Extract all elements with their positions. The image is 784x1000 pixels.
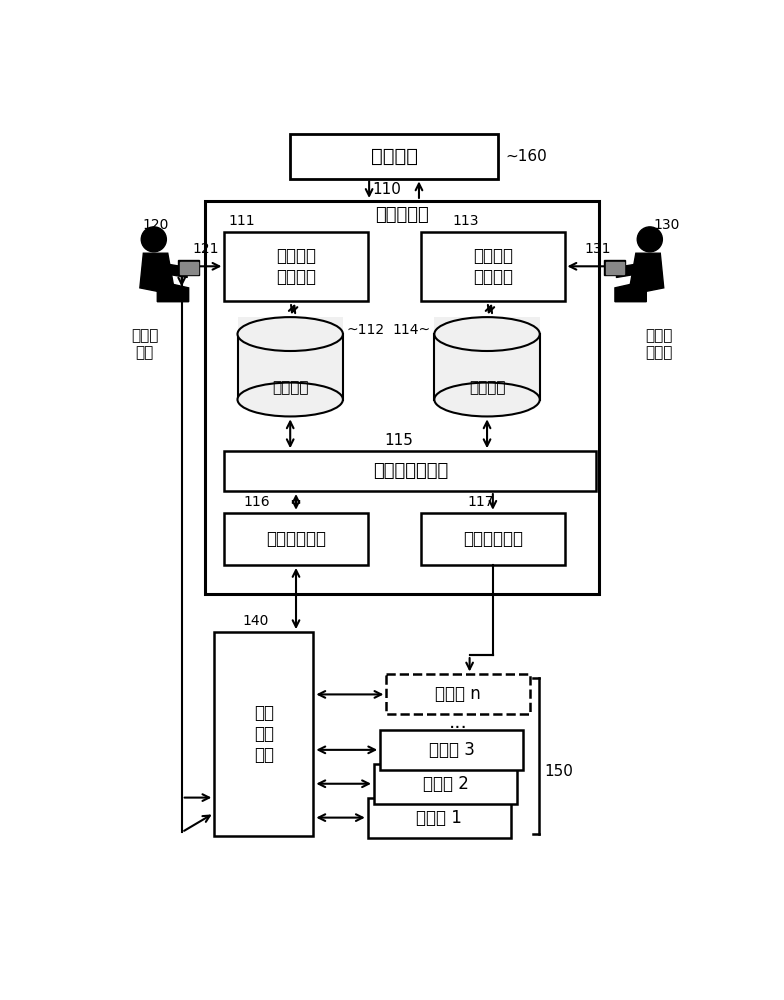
Bar xyxy=(214,632,314,836)
Bar xyxy=(421,232,564,301)
Text: ~112: ~112 xyxy=(347,323,385,337)
Circle shape xyxy=(637,227,662,252)
Text: 访问管理单元: 访问管理单元 xyxy=(266,530,326,548)
Text: 115: 115 xyxy=(384,433,413,448)
Polygon shape xyxy=(616,264,639,277)
Text: 传感器
提供商: 传感器 提供商 xyxy=(645,328,673,360)
Text: 传感器 1: 传感器 1 xyxy=(416,809,463,827)
Ellipse shape xyxy=(238,317,343,351)
Text: 114~: 114~ xyxy=(392,323,430,337)
Text: 传感器 n: 传感器 n xyxy=(435,685,481,703)
Text: 访问
控制
单元: 访问 控制 单元 xyxy=(254,704,274,764)
Bar xyxy=(387,674,530,714)
Text: 131: 131 xyxy=(585,242,611,256)
Circle shape xyxy=(141,227,166,252)
Bar xyxy=(238,317,343,334)
Polygon shape xyxy=(630,253,664,291)
Text: 117: 117 xyxy=(468,495,494,509)
Bar xyxy=(368,798,511,838)
Bar xyxy=(380,730,524,770)
Bar xyxy=(180,262,198,274)
Ellipse shape xyxy=(238,383,343,416)
Text: 传感器 2: 传感器 2 xyxy=(423,775,469,793)
Bar xyxy=(224,232,368,301)
Text: 120: 120 xyxy=(142,218,169,232)
Text: 传感器 3: 传感器 3 xyxy=(429,741,475,759)
Text: 121: 121 xyxy=(193,242,219,256)
Bar xyxy=(434,317,539,334)
Ellipse shape xyxy=(434,383,539,416)
Bar xyxy=(178,260,199,275)
Text: 管理服务器: 管理服务器 xyxy=(375,206,429,224)
Ellipse shape xyxy=(434,317,539,351)
Text: 116: 116 xyxy=(244,495,270,509)
Text: ...: ... xyxy=(448,713,467,732)
Text: 许可策略: 许可策略 xyxy=(469,380,506,395)
Text: 请求策略: 请求策略 xyxy=(272,380,308,395)
Text: 传感器
用户: 传感器 用户 xyxy=(131,328,158,360)
Bar xyxy=(421,513,564,565)
Bar xyxy=(604,260,626,275)
Text: 111: 111 xyxy=(228,214,255,228)
Text: ~160: ~160 xyxy=(506,149,547,164)
Text: 传感器搜索单元: 传感器搜索单元 xyxy=(372,462,448,480)
Bar xyxy=(434,334,539,400)
Bar xyxy=(205,201,599,594)
Bar xyxy=(606,262,624,274)
Bar xyxy=(290,134,498,179)
Bar xyxy=(238,334,343,400)
Text: 使用请求
处理单元: 使用请求 处理单元 xyxy=(276,247,316,286)
Polygon shape xyxy=(165,264,187,277)
Bar xyxy=(374,764,517,804)
Polygon shape xyxy=(140,253,173,291)
Text: 110: 110 xyxy=(372,182,401,197)
Text: 状态管理单元: 状态管理单元 xyxy=(463,530,523,548)
Polygon shape xyxy=(615,284,646,302)
Text: 认证中心: 认证中心 xyxy=(371,147,418,166)
Polygon shape xyxy=(158,284,189,302)
Text: 130: 130 xyxy=(654,218,680,232)
Text: 113: 113 xyxy=(452,214,479,228)
Text: 150: 150 xyxy=(544,764,573,779)
Text: 140: 140 xyxy=(243,614,269,628)
Text: 使用许可
处理单元: 使用许可 处理单元 xyxy=(473,247,513,286)
Bar xyxy=(224,513,368,565)
Bar xyxy=(224,451,597,491)
